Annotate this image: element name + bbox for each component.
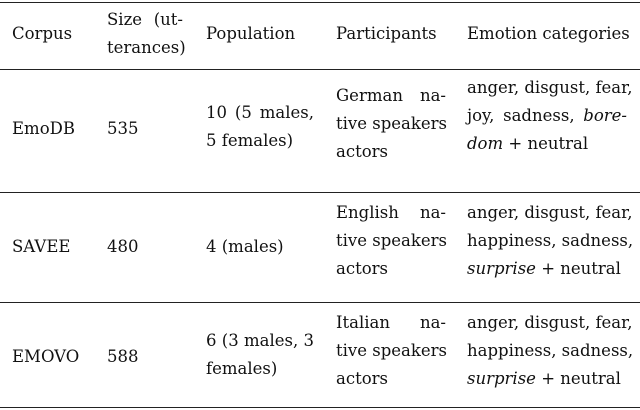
- header-emotion-categories: Emotion categories: [467, 24, 630, 43]
- header-rule: [0, 69, 640, 70]
- emovo-population-line2: females): [206, 359, 278, 378]
- table-top-rule: [0, 2, 640, 3]
- header-size-line2: terances): [107, 38, 186, 57]
- emovo-emotions-line3: surprise + neutral: [467, 365, 627, 393]
- emodb-participants-line2: tive speakers: [336, 114, 447, 133]
- emovo-population-line1: 6 (3 males, 3: [206, 331, 314, 350]
- table-row-savee-participants: English na- tive speakers actors: [336, 199, 447, 283]
- table-row-emodb-size: 535: [107, 119, 139, 138]
- emodb-population-line1: 10 (5 males,: [206, 103, 314, 122]
- savee-emotions-line3-italic: surprise: [467, 259, 536, 278]
- emodb-emotions-line2-text: joy, sadness,: [467, 106, 575, 125]
- table-row-emovo-participants: Italian na- tive speakers actors: [336, 309, 447, 393]
- emovo-participants-line3: actors: [336, 369, 388, 388]
- header-participants: Participants: [336, 24, 437, 43]
- emodb-emotions-line3: dom + neutral: [467, 130, 627, 158]
- emovo-participants-line2: tive speakers: [336, 341, 447, 360]
- table-row-emodb-corpus: EmoDB: [12, 119, 75, 138]
- savee-participants-line1: English na-: [336, 203, 446, 222]
- emodb-participants-line3: actors: [336, 142, 388, 161]
- savee-emotions-line2: happiness, sadness,: [467, 231, 634, 250]
- table-row-emovo-emotions: anger, disgust, fear, happiness, sadness…: [467, 309, 634, 393]
- emodb-emotions-line1: anger, disgust, fear,: [467, 78, 633, 97]
- table-row-savee-population: 4 (males): [206, 233, 284, 261]
- savee-participants-line2: tive speakers: [336, 231, 447, 250]
- emovo-emotions-line2: happiness, sadness,: [467, 341, 634, 360]
- table-row-emodb-participants: German na- tive speakers actors: [336, 82, 447, 166]
- savee-emotions-line1: anger, disgust, fear,: [467, 203, 633, 222]
- table-bottom-rule: [0, 407, 640, 408]
- emodb-emotions-line2: joy, sadness, bore-: [467, 102, 627, 130]
- header-population: Population: [206, 24, 296, 43]
- emovo-emotions-line3-text: + neutral: [535, 369, 621, 388]
- savee-population-line1: 4 (males): [206, 237, 284, 256]
- emodb-participants-line1: German na-: [336, 86, 446, 105]
- table-row-emovo-size: 588: [107, 347, 139, 366]
- header-size: Size (ut- terances): [107, 6, 186, 62]
- emodb-emotions-line2-italic: bore-: [583, 106, 627, 125]
- emodb-population-line2: 5 females): [206, 131, 294, 150]
- emovo-emotions-line3-italic: surprise: [467, 369, 536, 388]
- savee-emotions-line3: surprise + neutral: [467, 255, 627, 283]
- savee-participants-line3: actors: [336, 259, 388, 278]
- row-rule-2: [0, 302, 640, 303]
- row-rule-1: [0, 192, 640, 193]
- emodb-emotions-line3-italic: dom: [467, 134, 504, 153]
- emovo-emotions-line1: anger, disgust, fear,: [467, 313, 633, 332]
- savee-emotions-line3-text: + neutral: [535, 259, 621, 278]
- table-row-emovo-corpus: EMOVO: [12, 347, 80, 366]
- table-row-savee-emotions: anger, disgust, fear, happiness, sadness…: [467, 199, 634, 283]
- table-row-savee-size: 480: [107, 237, 139, 256]
- table-row-emovo-population: 6 (3 males, 3 females): [206, 327, 314, 383]
- table-row-emodb-population: 10 (5 males, 5 females): [206, 99, 314, 155]
- header-size-line1: Size (ut-: [107, 10, 183, 29]
- table-row-emodb-emotions: anger, disgust, fear, joy, sadness, bore…: [467, 74, 633, 158]
- emodb-emotions-line3-text: + neutral: [503, 134, 589, 153]
- emovo-participants-line1: Italian na-: [336, 313, 446, 332]
- header-corpus: Corpus: [12, 24, 73, 43]
- table-row-savee-corpus: SAVEE: [12, 237, 71, 256]
